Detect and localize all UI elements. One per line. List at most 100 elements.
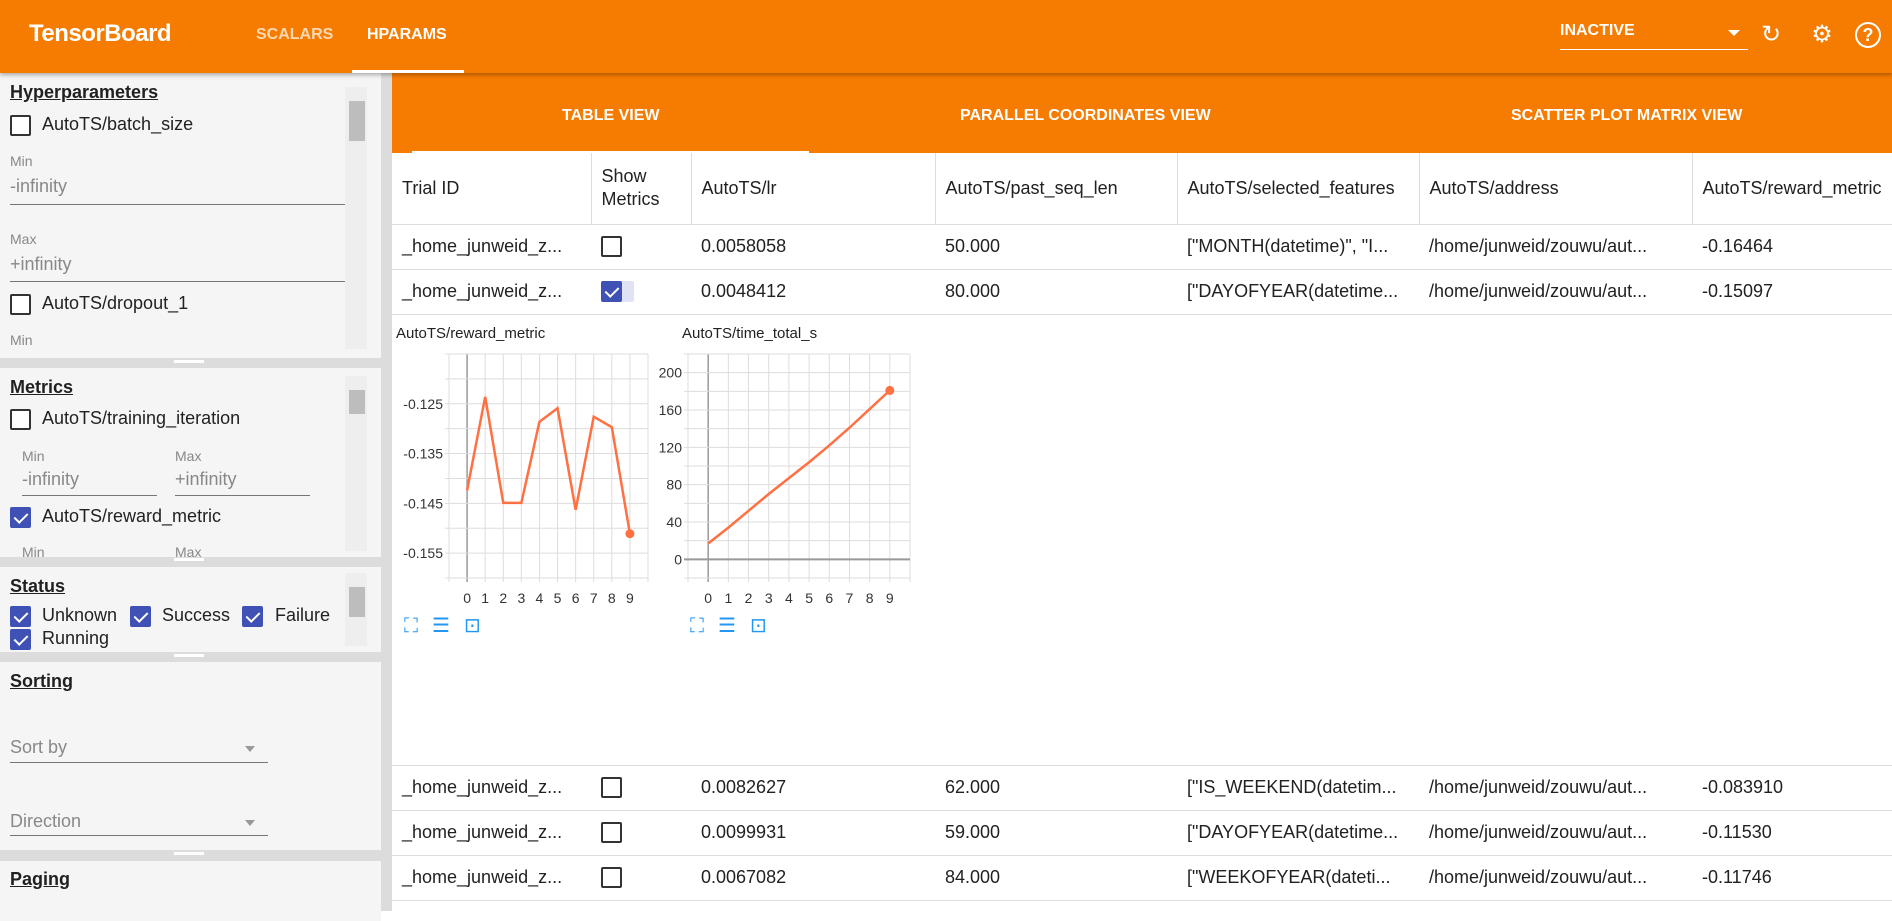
x-tick-label: 9 [886, 590, 894, 606]
sort-by-select[interactable]: Sort by [10, 737, 68, 757]
x-tick-label: 8 [866, 590, 874, 606]
cell-reward: -0.16464 [1692, 224, 1892, 270]
metric-label: AutoTS/training_iteration [42, 408, 241, 428]
tab-scatter-plot-matrix-view[interactable]: SCATTER PLOT MATRIX VIEW [1511, 107, 1743, 124]
active-view-indicator [412, 151, 809, 153]
max-input[interactable]: +infinity [175, 469, 237, 489]
min-input[interactable]: -infinity [22, 469, 80, 489]
cell-reward: -0.083910 [1692, 765, 1892, 811]
show-metrics-cell[interactable] [591, 765, 691, 811]
checkbox-dropout-1[interactable] [10, 294, 31, 315]
checkbox-training-iteration[interactable] [10, 409, 31, 430]
status-label: Unknown [42, 605, 118, 625]
show-metrics-cell[interactable] [591, 855, 691, 901]
y-tick-label: 160 [659, 402, 683, 418]
help-icon[interactable]: ? [1855, 22, 1881, 48]
max-input[interactable]: +infinity [10, 254, 72, 274]
show-metrics-checkbox[interactable] [601, 867, 622, 889]
checkbox-success[interactable] [130, 606, 151, 627]
y-tick-label: -0.155 [403, 545, 443, 561]
cell-reward: -0.11530 [1692, 810, 1892, 856]
resize-handle[interactable] [174, 360, 204, 363]
y-tick-label: 200 [659, 364, 683, 380]
checkbox-failure[interactable] [242, 606, 263, 627]
table-header-row: Trial ID Show Metrics AutoTS/lr AutoTS/p… [392, 153, 1892, 225]
scrollbar[interactable] [345, 376, 367, 551]
show-metrics-cell[interactable] [591, 269, 691, 315]
data-table-icon[interactable]: ☰ [432, 614, 450, 637]
chart-toolbar: ⛶ ☰ ⊡ [690, 613, 781, 638]
resize-handle[interactable] [174, 654, 204, 657]
resize-handle[interactable] [174, 852, 204, 855]
tab-hparams[interactable]: HPARAMS [367, 26, 447, 43]
show-metrics-checkbox[interactable] [601, 822, 622, 844]
fullscreen-icon[interactable]: ⛶ [690, 614, 704, 637]
metrics-chart-row: AutoTS/reward_metric -0.125 -0.135 -0.145 -0… [392, 314, 1892, 766]
column-header[interactable]: AutoTS/reward_metric [1692, 153, 1892, 225]
x-tick-label: 7 [590, 590, 598, 606]
trials-table: Trial ID Show Metrics AutoTS/lr AutoTS/p… [392, 153, 1892, 901]
tab-table-view[interactable]: TABLE VIEW [562, 107, 660, 124]
table-row[interactable]: _home_junweid_z... 0.0099931 59.000 ["DAYOF… [392, 810, 1892, 856]
settings-icon[interactable]: ⚙ [1811, 21, 1833, 48]
refresh-icon[interactable]: ↻ [1760, 21, 1782, 48]
fit-domain-icon[interactable]: ⊡ [463, 614, 481, 637]
min-label: Min [22, 448, 45, 464]
show-metrics-cell[interactable] [591, 810, 691, 856]
fit-domain-icon[interactable]: ⊡ [749, 614, 767, 637]
table-row[interactable]: _home_junweid_z... 0.0082627 62.000 ["IS_WE… [392, 765, 1892, 811]
table-row[interactable]: _home_junweid_z... 0.0058058 50.000 ["MONTH… [392, 224, 1892, 270]
x-tick-label: 3 [765, 590, 773, 606]
column-header[interactable]: AutoTS/selected_features [1177, 153, 1420, 225]
checkbox-unknown[interactable] [10, 606, 31, 627]
direction-select[interactable]: Direction [10, 811, 82, 831]
cell-past_seq_len: 59.000 [935, 810, 1177, 856]
sidebar-divider[interactable] [381, 73, 392, 911]
scrollbar[interactable] [345, 573, 367, 646]
chart-toolbar: ⛶ ☰ ⊡ [404, 613, 495, 638]
scrollbar[interactable] [345, 87, 367, 349]
hyperparameters-section: Hyperparameters AutoTS/batch_size Min -i… [0, 73, 381, 358]
column-header: Show Metrics [591, 153, 692, 225]
show-metrics-checkbox[interactable] [601, 777, 622, 799]
table-row[interactable]: _home_junweid_z... 0.0048412 80.000 ["DAYOF… [392, 269, 1892, 315]
paging-section: Paging [0, 861, 381, 921]
column-header[interactable]: AutoTS/address [1419, 153, 1693, 225]
checkbox-running[interactable] [10, 629, 31, 650]
cell-address: /home/junweid/zouwu/aut... [1419, 765, 1692, 811]
cell-address: /home/junweid/zouwu/aut... [1419, 269, 1692, 315]
metrics-charts: AutoTS/reward_metric -0.125 -0.135 -0.145 -0… [392, 314, 1892, 766]
x-tick-label: 6 [572, 590, 580, 606]
cell-features: ["IS_WEEKEND(datetim... [1177, 765, 1419, 811]
column-header[interactable]: AutoTS/lr [691, 153, 936, 225]
column-header[interactable]: Trial ID [392, 153, 592, 225]
section-title: Status [10, 576, 66, 596]
min-input[interactable]: -infinity [10, 176, 68, 196]
checkbox-batch-size[interactable] [10, 115, 31, 136]
status-section: Status Unknown Success Failure Running [0, 567, 381, 652]
min-label: Min [10, 332, 33, 348]
resize-handle[interactable] [174, 558, 204, 561]
cell-features: ["WEEKOFYEAR(dateti... [1177, 855, 1419, 901]
checkbox-reward-metric[interactable] [10, 507, 31, 528]
show-metrics-cell[interactable] [591, 224, 691, 270]
show-metrics-checkbox[interactable] [601, 281, 622, 303]
tab-scalars[interactable]: SCALARS [256, 26, 334, 43]
y-tick-label: 120 [659, 439, 683, 455]
run-status-dropdown[interactable]: INACTIVE [1560, 22, 1748, 50]
y-tick-label: 0 [674, 551, 682, 567]
table-row[interactable]: _home_junweid_z... 0.0067082 84.000 ["WEEKO… [392, 855, 1892, 901]
column-header[interactable]: AutoTS/past_seq_len [935, 153, 1178, 225]
input-underline [175, 495, 310, 496]
cell-past_seq_len: 84.000 [935, 855, 1177, 901]
max-label: Max [175, 448, 202, 464]
tab-parallel-coordinates-view[interactable]: PARALLEL COORDINATES VIEW [960, 107, 1211, 124]
show-metrics-checkbox[interactable] [601, 236, 622, 258]
fullscreen-icon[interactable]: ⛶ [404, 614, 418, 637]
data-table-icon[interactable]: ☰ [718, 614, 736, 637]
metric-label: AutoTS/reward_metric [42, 506, 222, 526]
max-label: Max [175, 544, 202, 557]
cell-reward: -0.15097 [1692, 269, 1892, 315]
